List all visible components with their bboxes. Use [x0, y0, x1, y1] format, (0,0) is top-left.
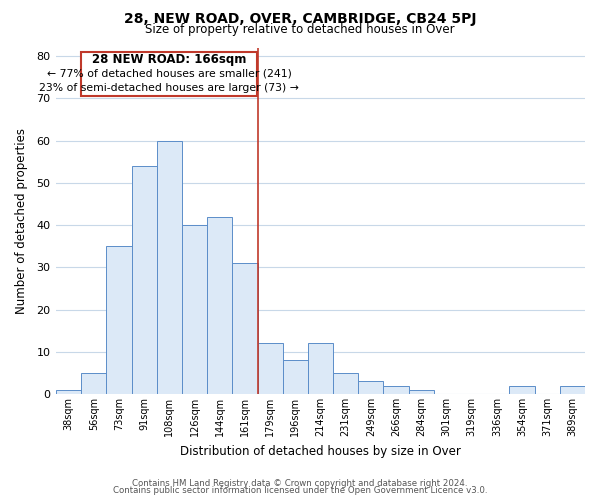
Bar	[232, 263, 257, 394]
Bar	[358, 382, 383, 394]
Text: Contains HM Land Registry data © Crown copyright and database right 2024.: Contains HM Land Registry data © Crown c…	[132, 479, 468, 488]
Y-axis label: Number of detached properties: Number of detached properties	[15, 128, 28, 314]
Text: 23% of semi-detached houses are larger (73) →: 23% of semi-detached houses are larger (…	[39, 83, 299, 93]
Bar	[509, 386, 535, 394]
Bar	[81, 373, 106, 394]
Bar	[106, 246, 131, 394]
Bar	[131, 166, 157, 394]
FancyBboxPatch shape	[81, 52, 257, 96]
Bar	[207, 216, 232, 394]
Bar	[182, 225, 207, 394]
Bar	[560, 386, 585, 394]
Text: 28, NEW ROAD, OVER, CAMBRIDGE, CB24 5PJ: 28, NEW ROAD, OVER, CAMBRIDGE, CB24 5PJ	[124, 12, 476, 26]
Bar	[283, 360, 308, 394]
Text: ← 77% of detached houses are smaller (241): ← 77% of detached houses are smaller (24…	[47, 68, 292, 78]
Bar	[383, 386, 409, 394]
Bar	[257, 344, 283, 394]
X-axis label: Distribution of detached houses by size in Over: Distribution of detached houses by size …	[180, 444, 461, 458]
Text: Size of property relative to detached houses in Over: Size of property relative to detached ho…	[145, 22, 455, 36]
Text: Contains public sector information licensed under the Open Government Licence v3: Contains public sector information licen…	[113, 486, 487, 495]
Bar	[308, 344, 333, 394]
Bar	[333, 373, 358, 394]
Text: 28 NEW ROAD: 166sqm: 28 NEW ROAD: 166sqm	[92, 53, 247, 66]
Bar	[409, 390, 434, 394]
Bar	[56, 390, 81, 394]
Bar	[157, 140, 182, 394]
